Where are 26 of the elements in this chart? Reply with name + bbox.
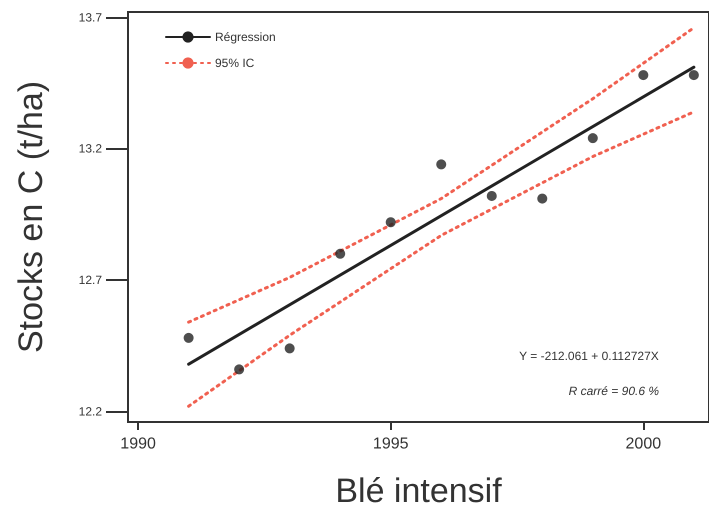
line-series	[187, 110, 696, 408]
x-tick-label: 2000	[626, 436, 662, 452]
x-tick-label: 1990	[120, 436, 156, 452]
y-axis-title: Stocks en C (t/ha)	[12, 80, 50, 354]
point	[537, 194, 548, 204]
point	[688, 70, 699, 80]
point	[184, 332, 194, 343]
x-tick-label: 1995	[372, 436, 409, 452]
point	[486, 190, 497, 201]
x-axis-title: Blé intensif	[335, 472, 502, 510]
y-tick-label: 13.7	[78, 10, 102, 24]
point	[386, 217, 396, 228]
y-tick-label: 13.2	[78, 142, 102, 156]
point	[588, 133, 598, 144]
point	[436, 159, 446, 170]
legend-label: Régression	[215, 30, 276, 44]
point	[284, 343, 295, 354]
annotation: Y = -212.061 + 0.112727X	[519, 349, 659, 363]
line-series	[187, 26, 696, 324]
annotation: R carré = 90.6 %	[568, 384, 660, 398]
legend-label: 95% IC	[215, 56, 255, 70]
y-tick-label: 12.7	[78, 273, 102, 288]
point	[234, 364, 244, 374]
point	[335, 248, 346, 259]
point	[638, 70, 648, 80]
y-tick-label: 12.2	[78, 404, 102, 418]
